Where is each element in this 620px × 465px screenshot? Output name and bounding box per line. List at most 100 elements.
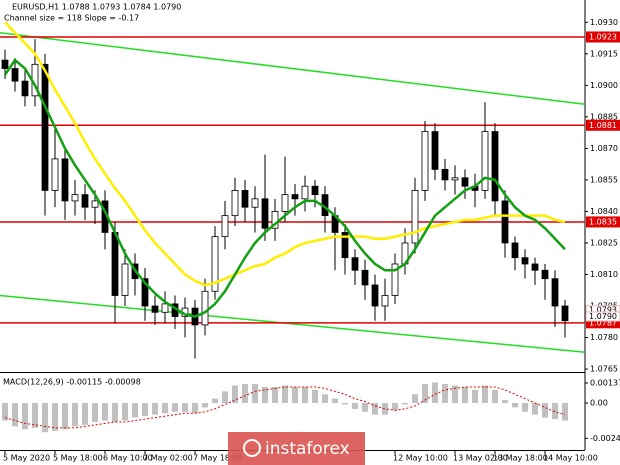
y-tick-label: 1.0930 (590, 18, 618, 27)
x-tick-label: 13 May 02:00 (453, 454, 508, 463)
candle-body (501, 200, 509, 244)
macd-bar (432, 382, 438, 404)
candle-body (361, 269, 369, 286)
macd-bar (542, 403, 548, 418)
y-tick-label: 1.0765 (590, 365, 618, 374)
channel-line (0, 32, 586, 105)
macd-bar (52, 403, 58, 431)
candle-body (51, 158, 59, 191)
macd-bar (512, 403, 518, 408)
macd-y-tick-label: -0.00242 (590, 434, 620, 443)
candle-body (351, 257, 359, 271)
x-tick-label: 13 May 18:00 (493, 454, 548, 463)
x-tick-label: 5 May 2020 (3, 454, 50, 463)
macd-bar (402, 403, 408, 405)
macd-bar (562, 403, 568, 421)
macd-bar (362, 403, 368, 412)
level-label: 1.0923 (589, 32, 617, 41)
macd-bar (312, 389, 318, 404)
candle-body (261, 198, 269, 229)
macd-bar (442, 384, 448, 404)
macd-bar (522, 403, 528, 412)
main-panel (0, 21, 586, 359)
y-tick-label: 1.0840 (590, 207, 618, 216)
candle-body (1, 59, 9, 69)
candle-body (121, 263, 129, 296)
price-marker-label: 1.0793 (589, 306, 617, 315)
level-label-box (586, 317, 620, 329)
x-tick-label: 7 May 18:00 (193, 454, 243, 463)
candle-body (491, 131, 499, 202)
axes: 1.0930 1.0915 1.0900 1.0885 1.0870 1.0855 1.08… (3, 18, 620, 463)
moving-average (4, 21, 566, 287)
candle-body (221, 215, 229, 238)
macd-bar (82, 403, 88, 425)
macd-bar (162, 403, 168, 414)
macd-bar (102, 403, 108, 421)
macd-bar (342, 403, 348, 405)
macd-bar (212, 398, 218, 404)
candle-body (341, 232, 349, 259)
macd-bar (412, 394, 418, 404)
candle-body (441, 168, 449, 181)
candle-body (71, 194, 79, 202)
macd-y-tick-label: 0.00137 (590, 379, 620, 388)
macd-bar (72, 403, 78, 427)
macd-bar (22, 403, 28, 430)
macd-bar (192, 403, 198, 414)
macd-bar (552, 403, 558, 420)
macd-bar (182, 403, 188, 412)
macd-bar (2, 403, 8, 421)
watermark-box (228, 432, 365, 465)
candle-body (451, 177, 459, 181)
candle-body (381, 295, 389, 307)
macd-bar (42, 403, 48, 433)
macd-bar (262, 386, 268, 404)
candle-body (301, 185, 309, 200)
macd-bar (332, 398, 338, 404)
macd-bar (282, 385, 288, 404)
price-marker-box (585, 311, 620, 322)
x-tick-label: 14 May 10:00 (543, 454, 598, 463)
candle-body (311, 185, 319, 196)
y-tick-label: 1.0915 (590, 49, 618, 58)
candle-body (371, 284, 379, 307)
candle-body (11, 68, 19, 82)
macd-bar (62, 403, 68, 430)
y-tick-label: 1.0885 (590, 112, 618, 121)
candle-body (161, 303, 169, 313)
macd-bar (92, 403, 98, 422)
macd-bar (302, 386, 308, 404)
macd-bar (142, 403, 148, 417)
level-label: 1.0787 (589, 318, 617, 327)
channel-info: Channel size = 118 Slope = -0.17 (4, 14, 139, 23)
macd-bar (112, 403, 118, 422)
macd-bar (452, 385, 458, 404)
macd-bar (422, 384, 428, 404)
macd-bar (462, 386, 468, 404)
macd-bar (132, 403, 138, 418)
candle-body (21, 80, 29, 97)
candle-body (231, 190, 239, 217)
y-tick-label: 1.0900 (590, 81, 618, 90)
level-label: 1.0835 (589, 217, 617, 226)
macd-bar (482, 385, 488, 404)
symbol-header: EURUSD,H1 1.0788 1.0793 1.0784 1.0790 (12, 3, 181, 12)
macd-panel (2, 382, 568, 433)
x-tick-label: 6 May 10:00 (103, 454, 153, 463)
macd-bar (32, 403, 38, 428)
candle-body (141, 278, 149, 307)
candle-body (521, 257, 529, 265)
candle-body (541, 269, 549, 280)
macd-bar (172, 403, 178, 412)
candle-body (61, 158, 69, 202)
candle-body (81, 194, 89, 208)
macd-bar (242, 384, 248, 404)
candle-body (511, 242, 519, 259)
macd-bar (202, 403, 208, 408)
x-tick-label: 12 May 10:00 (393, 454, 448, 463)
channel-line (0, 294, 586, 353)
y-tick-label: 1.0780 (590, 333, 618, 342)
y-tick-label: 1.0825 (590, 238, 618, 247)
